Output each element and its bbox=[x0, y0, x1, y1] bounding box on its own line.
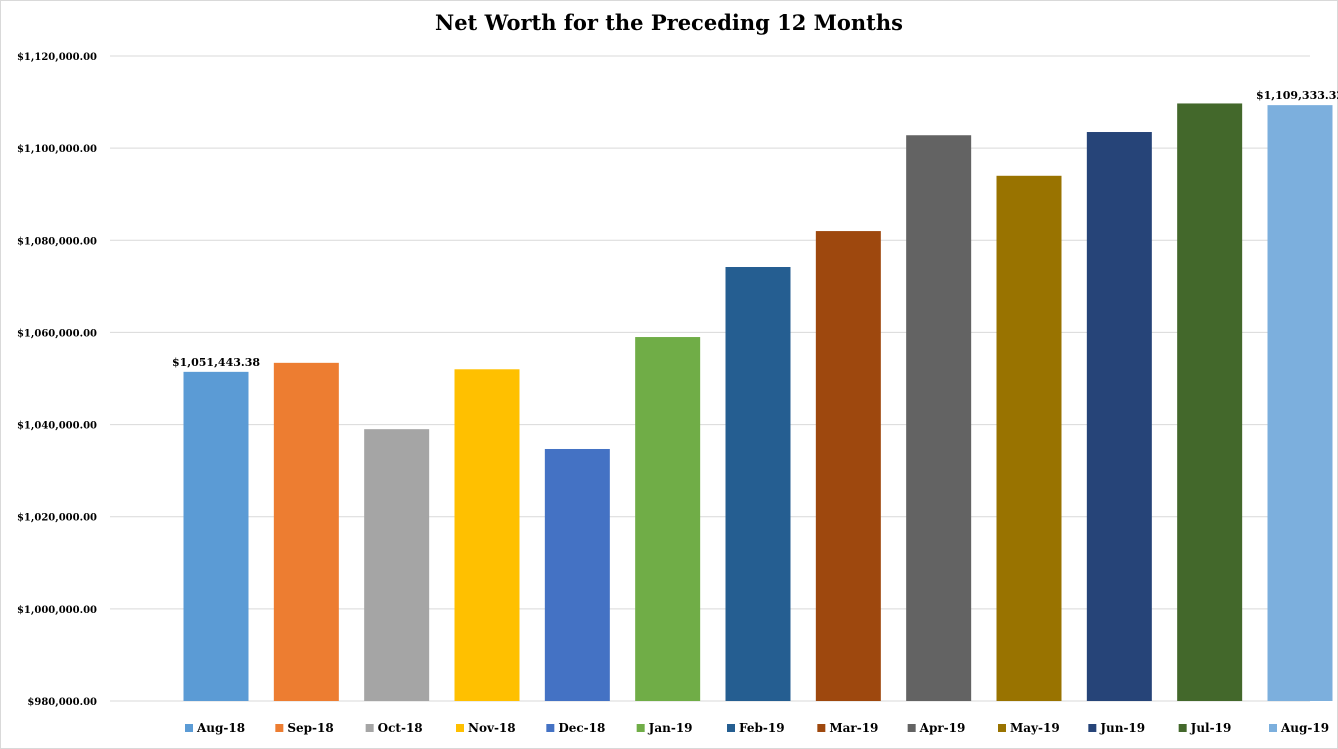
legend-entry: Dec-18 bbox=[558, 721, 605, 735]
bar-jun-19 bbox=[1086, 132, 1152, 702]
legend-entry: Aug-18 bbox=[196, 721, 245, 735]
legend-swatch bbox=[275, 724, 284, 732]
data-label: $1,051,443.38 bbox=[172, 356, 260, 369]
legend-entry: Jan-19 bbox=[648, 721, 693, 735]
legend-entry: Apr-19 bbox=[919, 721, 966, 735]
bar-dec-18 bbox=[544, 448, 610, 701]
legend-swatch bbox=[185, 724, 193, 732]
legend-entry: Oct-18 bbox=[378, 721, 423, 735]
bars bbox=[183, 103, 1333, 702]
bar-aug-19 bbox=[1267, 105, 1333, 701]
legend-swatch bbox=[998, 724, 1006, 732]
y-tick-label: $1,020,000.00 bbox=[17, 513, 97, 524]
data-labels: $1,051,443.38 $1,109,333.32 bbox=[172, 89, 1338, 369]
chart-title: Net Worth for the Preceding 12 Months bbox=[435, 10, 903, 35]
legend-entry: Mar-19 bbox=[829, 721, 878, 735]
legend-swatch bbox=[636, 724, 645, 732]
legend-swatch bbox=[365, 724, 374, 732]
data-label: $1,109,333.32 bbox=[1256, 89, 1338, 102]
bar-sep-18 bbox=[273, 362, 339, 701]
legend-entry: Nov-18 bbox=[468, 721, 516, 735]
legend-entry: Aug-19 bbox=[1280, 721, 1329, 735]
legend-swatch bbox=[1178, 724, 1187, 732]
legend-swatch bbox=[1269, 724, 1277, 732]
y-axis: $980,000.00 $1,000,000.00 $1,020,000.00 $1,… bbox=[17, 52, 97, 708]
bar-mar-19 bbox=[815, 231, 881, 702]
bar-oct-18 bbox=[364, 429, 430, 701]
y-tick-label: $1,080,000.00 bbox=[17, 236, 97, 247]
legend-entry: Feb-19 bbox=[739, 721, 785, 735]
y-tick-label: $1,000,000.00 bbox=[17, 605, 97, 616]
legend-entry: Jun-19 bbox=[1099, 721, 1145, 735]
y-tick-label: $1,100,000.00 bbox=[17, 144, 97, 155]
bar-nov-18 bbox=[454, 369, 520, 701]
bar-aug-18 bbox=[183, 371, 249, 701]
legend-swatch bbox=[546, 724, 555, 732]
legend-swatch bbox=[1088, 724, 1097, 732]
legend-swatch bbox=[907, 724, 916, 732]
bar-jul-19 bbox=[1177, 103, 1243, 702]
y-tick-label: $1,040,000.00 bbox=[17, 421, 97, 432]
legend-entry: Jul-19 bbox=[1190, 721, 1232, 735]
bar-feb-19 bbox=[725, 267, 791, 701]
y-tick-label: $1,060,000.00 bbox=[17, 328, 97, 339]
bar-apr-19 bbox=[906, 135, 972, 701]
y-tick-label: $980,000.00 bbox=[27, 697, 97, 708]
legend-swatch bbox=[456, 724, 464, 732]
bar-may-19 bbox=[996, 175, 1062, 702]
bar-jan-19 bbox=[635, 337, 701, 701]
legend: Aug-18 Sep-18 Oct-18 Nov-18 Dec-18 Jan-19 Feb-… bbox=[185, 721, 1329, 735]
legend-entry: Sep-18 bbox=[287, 721, 333, 735]
legend-swatch bbox=[727, 724, 735, 732]
legend-swatch bbox=[817, 724, 826, 732]
y-tick-label: $1,120,000.00 bbox=[17, 52, 97, 63]
legend-entry: May-19 bbox=[1010, 721, 1060, 735]
